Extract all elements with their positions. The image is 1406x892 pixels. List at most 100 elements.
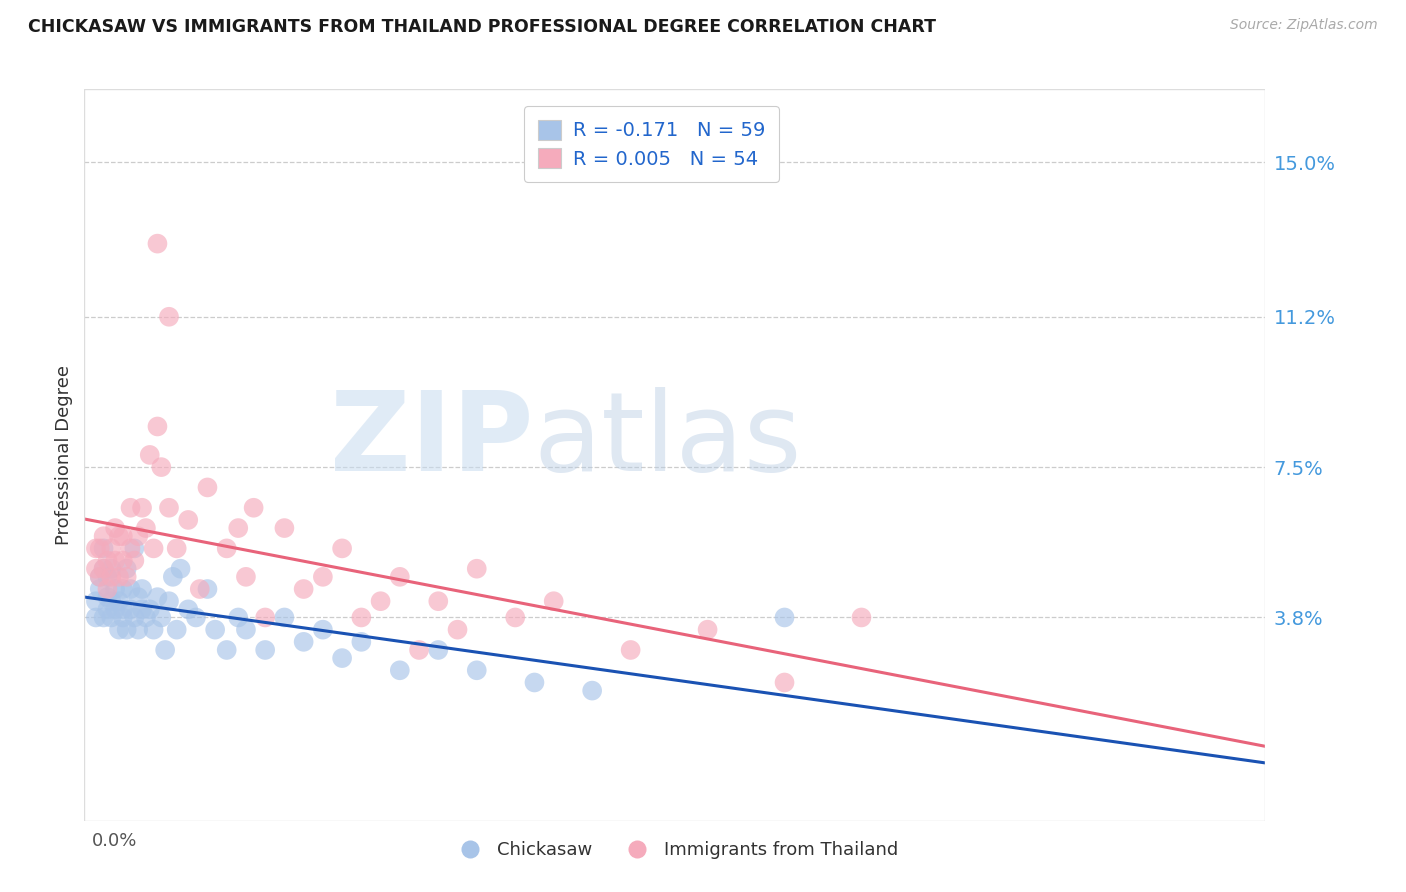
Point	[350, 610, 373, 624]
Point	[235, 623, 257, 637]
Point	[146, 590, 169, 604]
Point	[115, 570, 138, 584]
Point	[127, 529, 149, 543]
Point	[100, 541, 122, 556]
Point	[135, 521, 157, 535]
Point	[84, 610, 107, 624]
Point	[146, 419, 169, 434]
Point	[696, 623, 718, 637]
Point	[188, 582, 211, 596]
Point	[93, 541, 115, 556]
Point	[465, 663, 488, 677]
Point	[292, 635, 315, 649]
Point	[166, 541, 188, 556]
Point	[89, 570, 111, 584]
Point	[108, 623, 131, 637]
Point	[93, 562, 115, 576]
Point	[773, 610, 796, 624]
Point	[177, 602, 200, 616]
Point	[581, 683, 603, 698]
Point	[111, 610, 134, 624]
Point	[100, 570, 122, 584]
Point	[100, 562, 122, 576]
Point	[108, 529, 131, 543]
Point	[851, 610, 873, 624]
Point	[96, 553, 118, 567]
Point	[120, 541, 142, 556]
Point	[111, 582, 134, 596]
Point	[312, 623, 335, 637]
Point	[215, 541, 238, 556]
Point	[104, 602, 127, 616]
Point	[215, 643, 238, 657]
Point	[388, 570, 411, 584]
Point	[226, 521, 249, 535]
Point	[100, 594, 122, 608]
Point	[153, 643, 176, 657]
Point	[96, 590, 118, 604]
Point	[162, 570, 184, 584]
Point	[169, 562, 191, 576]
Point	[124, 610, 146, 624]
Point	[235, 570, 257, 584]
Point	[111, 529, 134, 543]
Point	[127, 590, 149, 604]
Point	[139, 602, 162, 616]
Point	[197, 582, 219, 596]
Point	[84, 594, 107, 608]
Point	[184, 610, 207, 624]
Point	[427, 643, 450, 657]
Point	[177, 513, 200, 527]
Point	[84, 541, 107, 556]
Point	[226, 610, 249, 624]
Point	[89, 541, 111, 556]
Point	[131, 500, 153, 515]
Point	[115, 623, 138, 637]
Point	[111, 553, 134, 567]
Point	[330, 541, 353, 556]
Point	[142, 623, 165, 637]
Point	[503, 610, 526, 624]
Point	[120, 602, 142, 616]
Point	[523, 675, 546, 690]
Point	[157, 594, 180, 608]
Point	[142, 541, 165, 556]
Point	[408, 643, 430, 657]
Point	[120, 582, 142, 596]
Point	[96, 570, 118, 584]
Point	[120, 500, 142, 515]
Point	[254, 643, 277, 657]
Text: CHICKASAW VS IMMIGRANTS FROM THAILAND PROFESSIONAL DEGREE CORRELATION CHART: CHICKASAW VS IMMIGRANTS FROM THAILAND PR…	[28, 18, 936, 36]
Point	[124, 553, 146, 567]
Point	[773, 675, 796, 690]
Text: 0.0%: 0.0%	[91, 831, 138, 849]
Point	[204, 623, 226, 637]
Point	[96, 602, 118, 616]
Point	[135, 610, 157, 624]
Y-axis label: Professional Degree: Professional Degree	[55, 365, 73, 545]
Point	[157, 500, 180, 515]
Point	[350, 635, 373, 649]
Point	[150, 610, 173, 624]
Point	[150, 460, 173, 475]
Point	[104, 553, 127, 567]
Point	[620, 643, 643, 657]
Text: ZIP: ZIP	[330, 387, 533, 494]
Point	[115, 562, 138, 576]
Point	[465, 562, 488, 576]
Point	[197, 480, 219, 494]
Point	[131, 582, 153, 596]
Point	[157, 310, 180, 324]
Point	[124, 541, 146, 556]
Point	[84, 562, 107, 576]
Point	[108, 570, 131, 584]
Point	[446, 623, 468, 637]
Point	[93, 610, 115, 624]
Text: atlas: atlas	[533, 387, 801, 494]
Point	[111, 602, 134, 616]
Point	[89, 582, 111, 596]
Legend: Chickasaw, Immigrants from Thailand: Chickasaw, Immigrants from Thailand	[444, 834, 905, 866]
Point	[292, 582, 315, 596]
Point	[543, 594, 565, 608]
Point	[273, 521, 295, 535]
